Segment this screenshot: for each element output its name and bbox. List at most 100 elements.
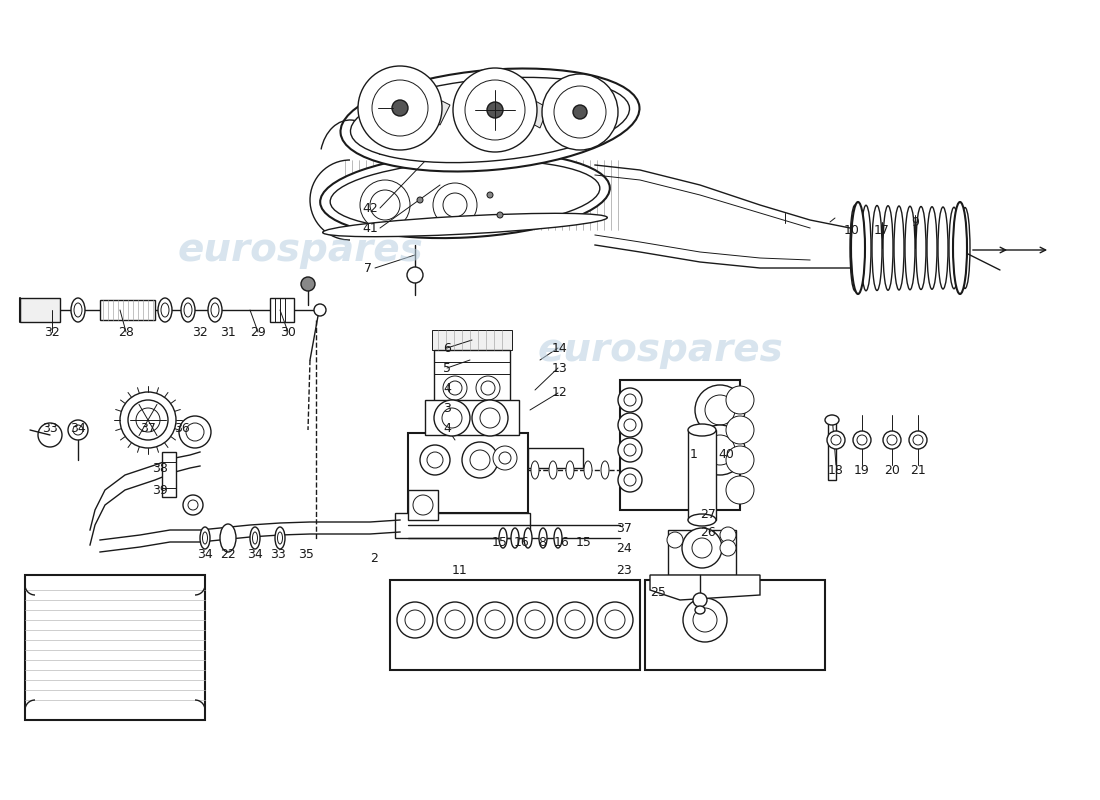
Text: 37: 37	[140, 422, 156, 434]
Circle shape	[485, 610, 505, 630]
Circle shape	[446, 610, 465, 630]
Ellipse shape	[827, 431, 845, 449]
Bar	[432, 330, 512, 350]
Circle shape	[726, 476, 754, 504]
Circle shape	[597, 602, 632, 638]
Circle shape	[573, 105, 587, 119]
Text: 34: 34	[197, 549, 213, 562]
Circle shape	[726, 416, 754, 444]
Circle shape	[557, 602, 593, 638]
Text: 18: 18	[828, 463, 844, 477]
Circle shape	[136, 408, 160, 432]
Ellipse shape	[916, 206, 926, 290]
Ellipse shape	[872, 206, 882, 290]
Text: 16: 16	[514, 537, 530, 550]
Circle shape	[695, 385, 745, 435]
Circle shape	[183, 495, 204, 515]
Ellipse shape	[330, 160, 600, 230]
Circle shape	[370, 190, 400, 220]
Text: 13: 13	[552, 362, 568, 374]
Ellipse shape	[850, 205, 860, 291]
Circle shape	[605, 610, 625, 630]
Circle shape	[618, 468, 642, 492]
Ellipse shape	[913, 435, 923, 445]
Ellipse shape	[861, 206, 871, 290]
Text: 30: 30	[280, 326, 296, 338]
Text: 41: 41	[362, 222, 378, 234]
Circle shape	[186, 423, 204, 441]
Ellipse shape	[894, 206, 904, 290]
Circle shape	[128, 400, 168, 440]
Ellipse shape	[512, 528, 519, 548]
Text: 39: 39	[152, 483, 168, 497]
Text: 37: 37	[616, 522, 631, 534]
Circle shape	[392, 100, 408, 116]
Circle shape	[487, 192, 493, 198]
Polygon shape	[420, 95, 450, 125]
Text: 35: 35	[298, 549, 314, 562]
Ellipse shape	[905, 206, 915, 290]
Circle shape	[433, 183, 477, 227]
Polygon shape	[650, 575, 760, 600]
Ellipse shape	[524, 528, 532, 548]
Circle shape	[405, 610, 425, 630]
Circle shape	[499, 452, 512, 464]
Text: 3: 3	[443, 402, 451, 414]
Bar	[668, 530, 736, 575]
Bar	[645, 580, 825, 670]
Circle shape	[358, 66, 442, 150]
Bar	[620, 380, 740, 510]
Circle shape	[360, 180, 410, 230]
Ellipse shape	[688, 514, 716, 526]
Circle shape	[618, 388, 642, 412]
Circle shape	[618, 438, 642, 462]
Text: 8: 8	[538, 537, 546, 550]
Circle shape	[470, 450, 490, 470]
Ellipse shape	[601, 461, 609, 479]
Text: 26: 26	[700, 526, 716, 539]
Ellipse shape	[499, 528, 507, 548]
Text: 17: 17	[874, 223, 890, 237]
Ellipse shape	[927, 206, 937, 290]
Ellipse shape	[320, 152, 609, 238]
Circle shape	[683, 598, 727, 642]
Circle shape	[624, 419, 636, 431]
Text: 15: 15	[492, 537, 508, 550]
Circle shape	[726, 386, 754, 414]
Text: 29: 29	[250, 326, 266, 338]
Circle shape	[437, 602, 473, 638]
Circle shape	[397, 602, 433, 638]
Ellipse shape	[695, 606, 705, 614]
Ellipse shape	[584, 461, 592, 479]
Circle shape	[705, 435, 735, 465]
Circle shape	[517, 602, 553, 638]
Circle shape	[477, 602, 513, 638]
Circle shape	[720, 527, 736, 543]
Circle shape	[443, 193, 468, 217]
Text: 33: 33	[42, 422, 58, 434]
Circle shape	[476, 376, 501, 400]
Circle shape	[407, 267, 424, 283]
Bar	[828, 420, 836, 480]
Ellipse shape	[883, 206, 893, 290]
Text: eurospares: eurospares	[537, 331, 783, 369]
Text: eurospares: eurospares	[177, 231, 422, 269]
Circle shape	[624, 444, 636, 456]
Circle shape	[542, 74, 618, 150]
Ellipse shape	[226, 532, 231, 544]
Bar	[20, 298, 60, 322]
Text: 31: 31	[220, 326, 235, 338]
Circle shape	[462, 442, 498, 478]
Circle shape	[624, 394, 636, 406]
Text: 16: 16	[554, 537, 570, 550]
Text: 27: 27	[700, 509, 716, 522]
Ellipse shape	[693, 593, 707, 607]
Ellipse shape	[852, 431, 871, 449]
Ellipse shape	[223, 527, 233, 549]
Circle shape	[565, 610, 585, 630]
Ellipse shape	[887, 435, 896, 445]
Text: 4: 4	[443, 422, 451, 434]
Ellipse shape	[275, 527, 285, 549]
Circle shape	[695, 425, 745, 475]
Text: 32: 32	[192, 326, 208, 338]
